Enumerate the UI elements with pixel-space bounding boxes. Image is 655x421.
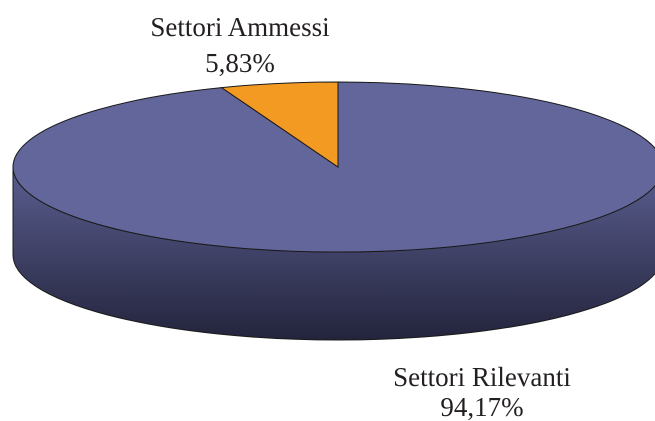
pie-slice [220, 81, 339, 168]
slice-value-label: 94,17% [440, 392, 523, 421]
slice-value-label: 5,83% [205, 48, 275, 78]
slice-label: Settori Ammessi [150, 12, 329, 42]
pie-slice [12, 81, 655, 253]
slice-label: Settori Rilevanti [393, 362, 571, 392]
pie-tops [12, 81, 655, 253]
